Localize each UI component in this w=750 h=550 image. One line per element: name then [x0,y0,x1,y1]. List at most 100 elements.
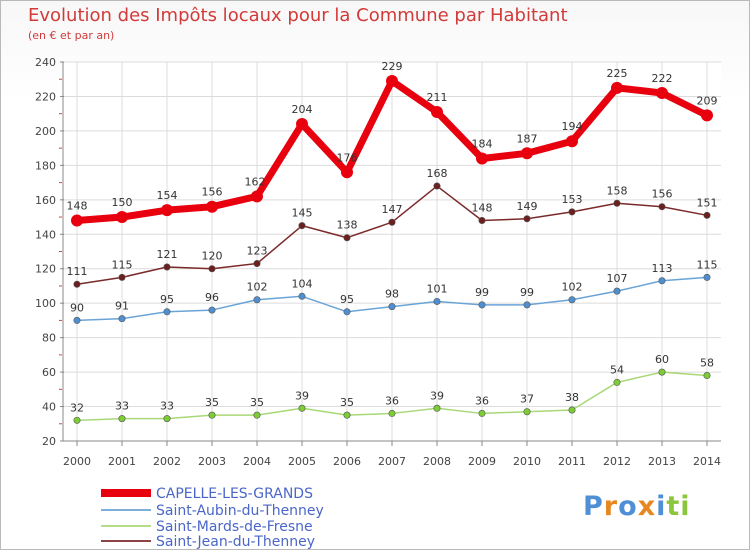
data-label: 32 [70,401,84,414]
y-tick-label: 160 [35,194,56,207]
data-label: 145 [292,207,313,220]
data-label: 102 [562,281,583,294]
logo-letter: x [637,491,657,522]
y-tick-label: 60 [42,366,56,379]
data-point [478,409,486,417]
data-label: 35 [205,396,219,409]
logo-letter: t [666,491,681,522]
data-label: 99 [520,286,534,299]
data-point [478,216,486,224]
data-label: 90 [70,301,84,314]
data-point [73,316,81,324]
y-tick-label: 220 [35,90,56,103]
data-label: 156 [652,188,673,201]
data-label: 36 [385,394,399,407]
legend-label: Saint-Jean-du-Thenney [156,534,315,549]
data-point [658,368,666,376]
data-point [388,409,396,417]
logo-letter: o [618,491,638,522]
data-label: 115 [697,258,718,271]
data-point [251,190,263,203]
logo-letter: r [603,491,619,522]
data-label: 153 [562,193,583,206]
data-point [206,200,218,213]
data-point [71,214,83,227]
data-point [433,297,441,305]
data-point [658,277,666,285]
data-label: 154 [157,189,178,202]
data-point [298,292,306,300]
y-tick-label: 240 [35,56,56,69]
y-tick-label: 80 [42,332,56,345]
data-point [298,404,306,412]
data-label: 102 [247,281,268,294]
data-point [163,263,171,271]
data-point [388,218,396,226]
data-point [703,372,711,380]
y-tick-label: 120 [35,263,56,276]
data-label: 95 [160,293,174,306]
data-label: 149 [517,200,538,213]
data-label: 147 [382,203,403,216]
data-label: 95 [340,293,354,306]
x-tick-label: 2007 [378,455,406,468]
data-point [343,234,351,242]
data-label: 187 [517,132,538,145]
data-label: 107 [607,272,628,285]
logo-letter: i [680,491,691,522]
data-label: 225 [607,67,628,80]
data-point [388,303,396,311]
data-label: 162 [245,175,266,188]
data-label: 229 [382,60,403,73]
data-point [118,273,126,281]
chart-title: Evolution des Impôts locaux pour la Comm… [28,5,568,26]
data-point [208,265,216,273]
data-point [431,105,443,118]
data-point [296,118,308,131]
y-tick-label: 140 [35,228,56,241]
data-point [703,273,711,281]
data-label: 148 [472,201,493,214]
data-point [73,416,81,424]
data-point [568,296,576,304]
data-point [343,308,351,316]
legend-label: Saint-Aubin-du-Thenney [156,503,324,519]
data-point [118,315,126,323]
x-tick-label: 2002 [153,455,181,468]
data-point [163,308,171,316]
chart-subtitle: (en € et par an) [28,29,115,42]
data-label: 38 [565,391,579,404]
x-tick-label: 2010 [513,455,541,468]
x-tick-label: 2011 [558,455,586,468]
data-label: 123 [247,245,268,258]
data-point [161,204,173,217]
x-tick-label: 2012 [603,455,631,468]
data-label: 35 [340,396,354,409]
data-point [476,152,488,165]
x-tick-label: 2014 [693,455,721,468]
data-label: 209 [697,94,718,107]
data-point [613,378,621,386]
data-point [568,208,576,216]
data-point [118,415,126,423]
data-point [658,203,666,211]
data-point [478,301,486,309]
logo-letter: P [583,491,604,522]
legend-label: Saint-Mards-de-Fresne [156,519,313,535]
data-point [433,182,441,190]
x-tick-label: 2006 [333,455,361,468]
data-point [611,81,623,94]
y-tick-label: 180 [35,159,56,172]
x-tick-label: 2001 [108,455,136,468]
data-label: 101 [427,282,448,295]
data-label: 156 [202,186,223,199]
data-label: 204 [292,103,313,116]
data-point [253,296,261,304]
x-tick-label: 2009 [468,455,496,468]
data-point [523,408,531,416]
data-label: 54 [610,363,624,376]
data-label: 158 [607,184,628,197]
data-point [343,411,351,419]
data-point [701,109,713,122]
data-label: 138 [337,219,358,232]
